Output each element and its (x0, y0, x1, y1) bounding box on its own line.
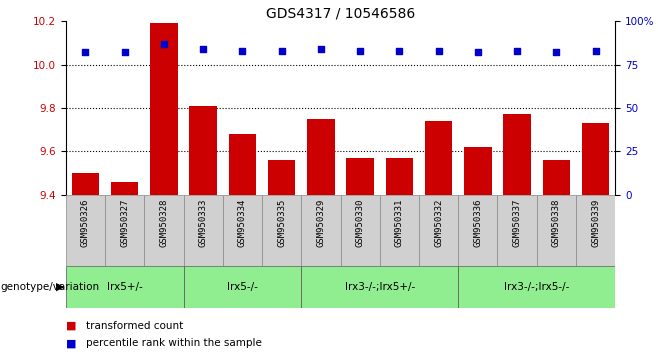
Bar (458, 266, 615, 308)
Text: percentile rank within the sample: percentile rank within the sample (86, 338, 261, 348)
Point (590, 48, 601, 53)
Bar (458, 195, 497, 266)
Bar (301, 195, 341, 266)
Point (159, 41, 169, 47)
Point (237, 48, 247, 53)
Bar (66, 266, 184, 308)
Bar (229, 134, 256, 195)
Bar (543, 160, 570, 195)
Bar (223, 195, 262, 266)
Bar (262, 195, 301, 266)
Point (472, 50, 483, 55)
Point (80, 50, 91, 55)
Bar (419, 195, 458, 266)
Bar (503, 114, 531, 195)
Bar (184, 195, 223, 266)
Bar (464, 147, 492, 195)
Point (119, 50, 130, 55)
Bar (150, 23, 178, 195)
Point (434, 48, 444, 53)
Text: GSM950326: GSM950326 (81, 198, 90, 247)
Text: GSM950334: GSM950334 (238, 198, 247, 247)
Point (276, 48, 287, 53)
Text: GSM950329: GSM950329 (316, 198, 326, 247)
Bar (184, 266, 301, 308)
Bar (66, 195, 105, 266)
Text: GSM950338: GSM950338 (552, 198, 561, 247)
Bar (537, 195, 576, 266)
Text: genotype/variation: genotype/variation (1, 282, 100, 292)
Text: ■: ■ (66, 338, 76, 348)
Bar (105, 195, 144, 266)
Text: GSM950330: GSM950330 (355, 198, 365, 247)
Point (198, 46, 209, 52)
Bar (425, 121, 452, 195)
Title: GDS4317 / 10546586: GDS4317 / 10546586 (266, 6, 415, 20)
Text: lrx3-/-;lrx5-/-: lrx3-/-;lrx5-/- (504, 282, 569, 292)
Text: GSM950337: GSM950337 (513, 198, 522, 247)
Point (394, 48, 405, 53)
Bar (268, 160, 295, 195)
Text: lrx5+/-: lrx5+/- (107, 282, 143, 292)
Text: GSM950327: GSM950327 (120, 198, 129, 247)
Bar (144, 195, 184, 266)
Bar (497, 195, 537, 266)
Text: GSM950336: GSM950336 (473, 198, 482, 247)
Text: GSM950339: GSM950339 (591, 198, 600, 247)
Bar (190, 106, 217, 195)
Bar (346, 158, 374, 195)
Bar (380, 195, 419, 266)
Text: GSM950333: GSM950333 (199, 198, 208, 247)
Text: ■: ■ (66, 321, 76, 331)
Bar (341, 195, 380, 266)
Bar (301, 266, 458, 308)
Point (355, 48, 365, 53)
Text: GSM950331: GSM950331 (395, 198, 404, 247)
Bar (72, 173, 99, 195)
Bar (576, 195, 615, 266)
Text: transformed count: transformed count (86, 321, 183, 331)
Text: lrx5-/-: lrx5-/- (227, 282, 258, 292)
Bar (111, 182, 138, 195)
Point (551, 50, 562, 55)
Text: lrx3-/-;lrx5+/-: lrx3-/-;lrx5+/- (345, 282, 415, 292)
Point (316, 46, 326, 52)
Text: GSM950335: GSM950335 (277, 198, 286, 247)
Bar (582, 123, 609, 195)
Text: GSM950328: GSM950328 (159, 198, 168, 247)
Point (512, 48, 522, 53)
Text: GSM950332: GSM950332 (434, 198, 443, 247)
Bar (307, 119, 335, 195)
Text: ▶: ▶ (56, 282, 64, 292)
Bar (386, 158, 413, 195)
